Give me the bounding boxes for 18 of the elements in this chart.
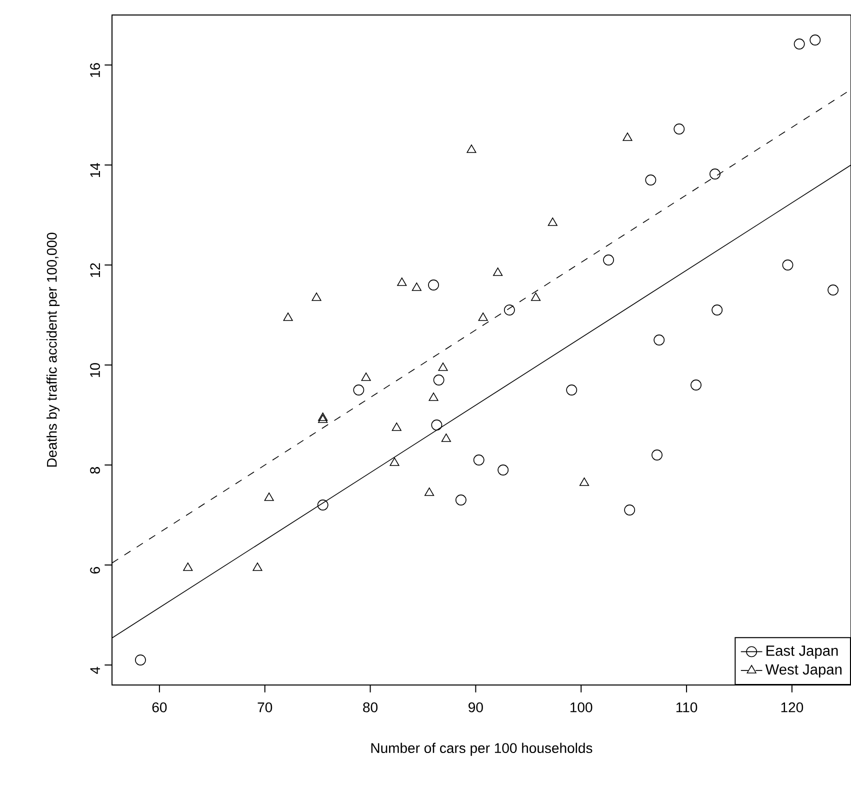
y-tick-label: 4 bbox=[90, 666, 100, 674]
legend-label: East Japan bbox=[766, 646, 838, 659]
legend-label: West Japan bbox=[765, 664, 842, 678]
y-tick-label: 8 bbox=[90, 467, 100, 474]
x-tick-label: 110 bbox=[676, 702, 698, 712]
y-tick-label: 12 bbox=[90, 263, 100, 278]
y-tick-label: 14 bbox=[90, 162, 100, 178]
y-axis-title: Deaths by traffic accident per 100,000 bbox=[46, 232, 60, 467]
x-tick-label: 100 bbox=[570, 702, 592, 712]
x-tick-label: 120 bbox=[781, 702, 804, 712]
x-tick-label: 90 bbox=[468, 702, 483, 712]
y-tick-label: 6 bbox=[90, 567, 100, 574]
x-tick-label: 80 bbox=[363, 702, 378, 712]
y-tick-label: 16 bbox=[90, 63, 100, 78]
y-tick-label: 10 bbox=[90, 363, 100, 378]
x-tick-label: 70 bbox=[258, 702, 272, 712]
x-tick-label: 60 bbox=[152, 702, 167, 712]
x-axis-title: Number of cars per 100 households bbox=[371, 742, 592, 756]
